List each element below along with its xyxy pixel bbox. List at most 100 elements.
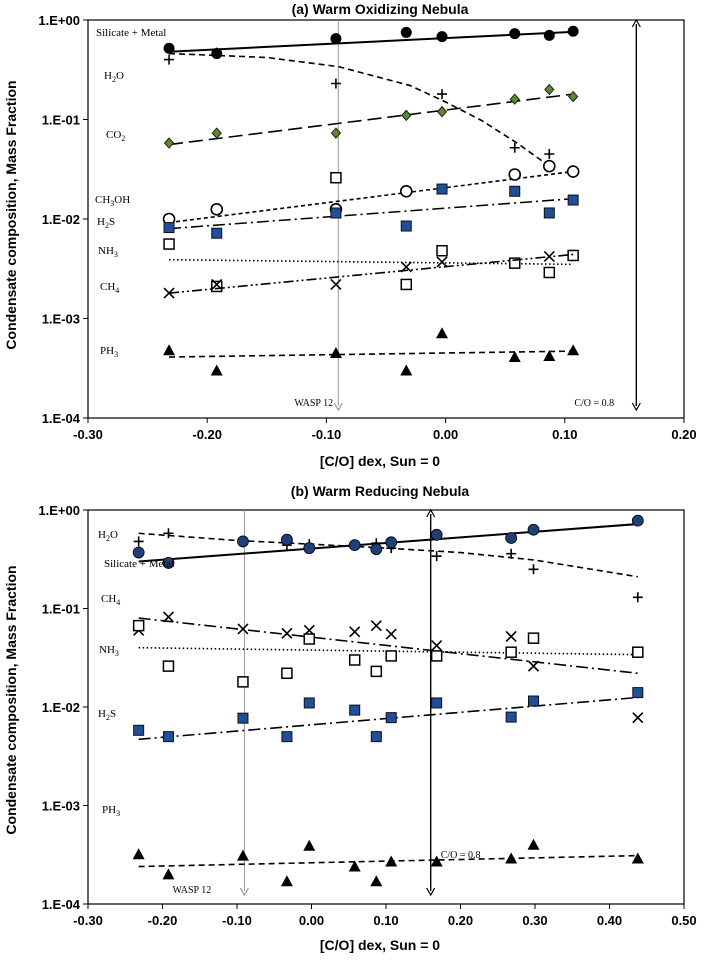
panel-b-series-h2o-point xyxy=(163,528,174,539)
panel-b-x-tick-label: 0.50 xyxy=(671,913,696,928)
panel-a-series-h2s-point xyxy=(400,220,412,232)
panel-a-x-tick-label: -0.10 xyxy=(312,427,342,442)
panel-b-series-silicate-metal: Silicate + Metal xyxy=(104,514,644,570)
panel-b-series-nh3-point xyxy=(430,650,443,662)
panel-a-series-ch4-point xyxy=(436,256,448,268)
panel-b-series-ph3-point xyxy=(505,852,518,864)
panel-b-series-ph3-point xyxy=(370,875,383,887)
panel-b-series-silicate-metal-point xyxy=(385,536,398,549)
panel-a-series-silicate-metal-point xyxy=(330,33,342,45)
panel-b-series-h2s-point xyxy=(505,711,517,723)
panel-b-co-label: C/O = 0.8 xyxy=(441,850,481,861)
panel-b-wasp-label: WASP 12 xyxy=(172,885,211,896)
panel-a-series-h2s-point xyxy=(330,207,342,219)
panel-b-series-ch4-point xyxy=(431,640,443,652)
panel-a-y-tick-label: 1.E-01 xyxy=(42,113,80,128)
panel-b-series-h2s-point xyxy=(303,697,315,709)
panel-a-y-tick-label: 1.E+00 xyxy=(38,13,80,28)
panel-a-series-ch4-point xyxy=(163,287,175,299)
panel-a-wasp-arrowhead xyxy=(333,402,343,412)
panel-a-series-ph3-point xyxy=(567,344,580,356)
panel-a-series-ch3oh-point xyxy=(399,184,413,198)
panel-b-series-ch4-point xyxy=(162,611,175,623)
panel-b-series-ch4-point xyxy=(281,627,293,639)
panel-a-series-ch4-label: CH4 xyxy=(100,281,119,295)
panel-b-series-h2s-point xyxy=(349,704,361,716)
panel-b-series-nh3-point xyxy=(505,646,517,658)
panel-a-series-ph3-point xyxy=(543,349,556,361)
panel-b-series-ph3-label: PH3 xyxy=(102,804,120,818)
panel-a-series-ph3-label: PH3 xyxy=(100,345,118,359)
panel-a-series-h2s-point xyxy=(211,227,223,239)
panel-a-series-h2o-label: H2O xyxy=(104,70,124,84)
panel-a-series-nh3-point xyxy=(163,238,175,250)
panel-a-series-silicate-metal-point xyxy=(567,25,579,37)
panel-a-series-silicate-metal: Silicate + Metal xyxy=(96,25,579,60)
panel-b-series-h2s-point xyxy=(162,731,174,743)
panel-b-series-silicate-metal-point xyxy=(162,557,175,569)
panel-b-x-tick-label: 0.40 xyxy=(597,913,622,928)
panel-a-plot-frame xyxy=(87,19,685,419)
panel-b-series-ph3-point xyxy=(631,852,644,864)
panel-b-x-tick-label: 0.30 xyxy=(522,913,547,928)
panel-b-series-h2o: H2O xyxy=(98,528,643,603)
panel-a-series-nh3: NH3 xyxy=(98,171,579,293)
panel-a-series-nh3-fit-line xyxy=(169,258,574,266)
panel-a-plot: -0.30 -0.20 -0.10 0.00 0.10 0.20 1.E-04 1.E-03 1… xyxy=(38,13,696,442)
panel-b-x-tick-label: 0.10 xyxy=(373,913,398,928)
panel-a-series-ch4-fit-line xyxy=(168,253,574,294)
panel-b-series-ph3-point xyxy=(303,839,316,851)
panel-a-series-nh3-point xyxy=(436,244,448,257)
panel-a-y-tick-label: 1.E-03 xyxy=(42,312,80,327)
panel-a-x-tick-label: 0.00 xyxy=(433,427,458,442)
panel-b-series-h2o-point xyxy=(506,548,517,559)
panel-b-series-nh3-point xyxy=(370,665,383,678)
panel-b-series-silicate-metal-point xyxy=(527,523,540,536)
panel-b-x-tick-label: -0.30 xyxy=(73,913,103,928)
panel-b-series-ch4-point xyxy=(237,623,249,635)
panel-a-series-ch3oh-point xyxy=(566,165,580,178)
panel-a-series-ch3oh: CH3OH xyxy=(95,159,580,226)
panel-b-series-h2o-point xyxy=(528,564,539,575)
panel-b-series-ch4-point xyxy=(505,630,517,643)
panel-a-series-h2o-point xyxy=(437,89,448,100)
panel-b-x-axis-title: [C/O] dex, Sun = 0 xyxy=(320,937,440,953)
panel-b-series-ch4-label: CH4 xyxy=(101,593,120,607)
panel-a-series-h2o-fit-line xyxy=(169,52,550,167)
panel-a-series-h2o-point xyxy=(164,54,175,65)
panel-b-series-silicate-metal-point xyxy=(370,543,383,556)
panel-b-x-tick-label: -0.20 xyxy=(148,913,178,928)
panel-a-series-co2-point xyxy=(211,127,222,139)
panel-b-co-arrowhead xyxy=(426,508,436,518)
panel-b-series-h2s-point xyxy=(237,712,249,724)
panel-b-series-h2s-point xyxy=(370,731,382,743)
panel-b-series-ph3-point xyxy=(430,855,443,867)
panel-a: (a) Warm Oxidizing Nebula [C/O] dex, Sun… xyxy=(3,1,697,469)
panel-a-series-nh3-point xyxy=(543,266,556,279)
panel-a-series-co2-point xyxy=(544,83,555,96)
panel-a-series-ch3oh-label: CH3OH xyxy=(95,194,130,208)
panel-b-series-h2s-point xyxy=(385,712,397,724)
panel-a-series-ph3-point xyxy=(210,364,223,376)
panel-a-series-nh3-point xyxy=(567,249,579,262)
panel-a-series-nh3-point xyxy=(330,171,342,184)
panel-a-series-ph3-point xyxy=(508,351,521,363)
panel-b-series-nh3-point xyxy=(162,660,175,672)
panel-a-series-silicate-metal-point xyxy=(543,29,555,41)
panel-b-series-nh3-point xyxy=(348,654,361,666)
panel-b-series-ch4-fit-line xyxy=(138,617,638,675)
panel-a-series-co2-point xyxy=(330,127,342,139)
panel-a-series-nh3-point xyxy=(400,278,413,291)
panel-a-series-ch4-point xyxy=(330,278,342,290)
panel-a-series-ph3-point xyxy=(400,364,413,376)
panel-b-wasp-arrowhead xyxy=(239,887,249,897)
panel-b-series-ph3-point xyxy=(527,838,540,850)
panel-a-series-ph3-point xyxy=(329,347,342,359)
panel-a-series-ch3oh-point xyxy=(508,168,522,181)
panel-a-series-h2s-point xyxy=(567,194,579,206)
panel-a-series-ch4-point xyxy=(211,278,223,290)
panel-b-series-ph3: PH3 xyxy=(102,804,644,887)
panel-b-y-tick-label: 1.E-01 xyxy=(42,602,80,617)
panel-a-series-ph3-point xyxy=(163,344,176,356)
panel-a-series-ph3: PH3 xyxy=(100,327,580,376)
